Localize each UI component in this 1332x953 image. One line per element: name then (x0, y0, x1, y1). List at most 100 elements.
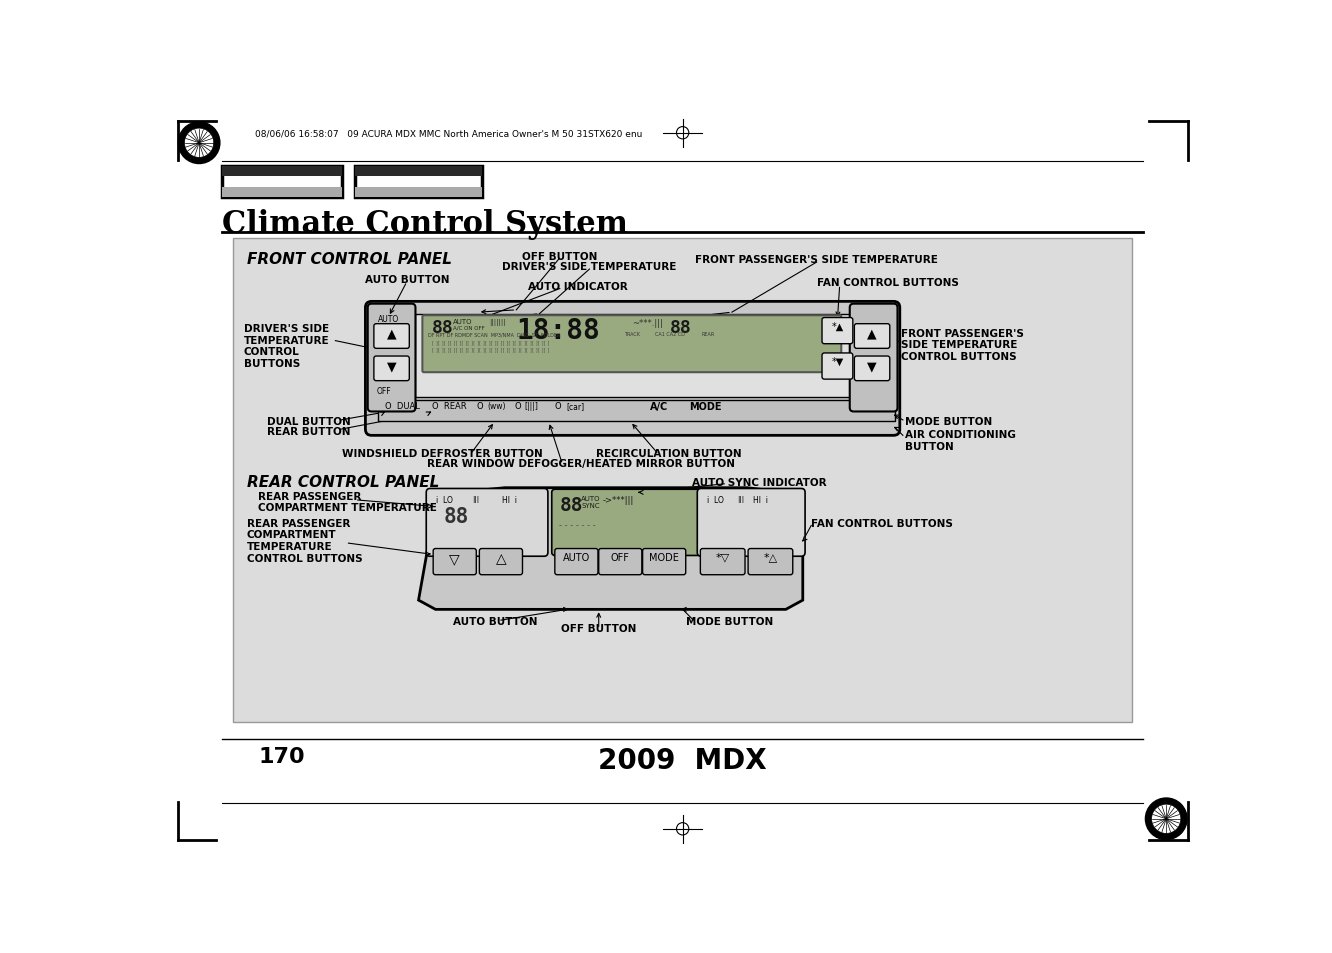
Text: O: O (555, 402, 562, 411)
Text: A/C ON OFF: A/C ON OFF (453, 325, 485, 330)
Text: SYNC: SYNC (581, 503, 599, 509)
Circle shape (1152, 804, 1181, 834)
Text: MODE BUTTON: MODE BUTTON (906, 416, 992, 427)
Text: O  REAR: O REAR (432, 402, 466, 411)
Text: [ ][ ][ ][ ][ ][ ][ ][ ][ ][ ][ ][ ][ ][ ][ ][ ][ ][ ][ ][ ]: [ ][ ][ ][ ][ ][ ][ ][ ][ ][ ][ ][ ][ ][… (432, 348, 549, 353)
FancyBboxPatch shape (354, 167, 482, 176)
FancyBboxPatch shape (222, 167, 341, 176)
Text: DF RPT DF RDMDF SCAN  MP3/NMA  DISC  ST  FOLDER: DF RPT DF RDMDF SCAN MP3/NMA DISC ST FOL… (428, 332, 561, 337)
Text: *▽: *▽ (715, 552, 730, 562)
FancyBboxPatch shape (378, 400, 895, 422)
FancyBboxPatch shape (854, 356, 890, 381)
Text: REAR WINDOW DEFOGGER/HEATED MIRROR BUTTON: REAR WINDOW DEFOGGER/HEATED MIRROR BUTTO… (428, 458, 735, 468)
FancyBboxPatch shape (365, 302, 900, 436)
Text: *△: *△ (763, 552, 778, 562)
Text: REAR PASSENGER
COMPARTMENT TEMPERATURE: REAR PASSENGER COMPARTMENT TEMPERATURE (258, 491, 437, 513)
Text: FAN CONTROL BUTTONS: FAN CONTROL BUTTONS (817, 278, 959, 288)
Text: DRIVER'S SIDE TEMPERATURE: DRIVER'S SIDE TEMPERATURE (502, 262, 677, 272)
Text: MODE: MODE (649, 552, 679, 562)
Text: HI  i: HI i (754, 496, 769, 505)
Text: - - - - - - -: - - - - - - - (558, 520, 595, 530)
Text: OFF BUTTON: OFF BUTTON (522, 252, 597, 261)
Text: AUTO: AUTO (562, 552, 590, 562)
FancyBboxPatch shape (642, 549, 686, 575)
Text: CA1 CA2 CD: CA1 CA2 CD (655, 332, 685, 337)
Text: OFF BUTTON: OFF BUTTON (561, 623, 637, 634)
Text: DRIVER'S SIDE
TEMPERATURE
CONTROL
BUTTONS: DRIVER'S SIDE TEMPERATURE CONTROL BUTTON… (244, 324, 329, 368)
Text: O  DUAL: O DUAL (385, 402, 421, 411)
Text: AUTO: AUTO (453, 319, 473, 325)
Text: ~***.|||: ~***.||| (631, 319, 663, 328)
FancyBboxPatch shape (422, 315, 842, 373)
Text: |||: ||| (472, 496, 478, 503)
FancyBboxPatch shape (374, 324, 409, 349)
Text: FRONT PASSENGER'S
SIDE TEMPERATURE
CONTROL BUTTONS: FRONT PASSENGER'S SIDE TEMPERATURE CONTR… (902, 328, 1024, 361)
Text: FRONT CONTROL PANEL: FRONT CONTROL PANEL (246, 252, 452, 266)
Circle shape (184, 129, 213, 158)
Text: 88: 88 (559, 496, 583, 515)
Text: [car]: [car] (566, 402, 585, 411)
Text: AUTO INDICATOR: AUTO INDICATOR (527, 281, 627, 292)
FancyBboxPatch shape (222, 167, 341, 197)
Text: O: O (477, 402, 484, 411)
Text: FAN CONTROL BUTTONS: FAN CONTROL BUTTONS (811, 518, 954, 528)
Text: AUTO: AUTO (378, 314, 400, 323)
Text: i  LO: i LO (707, 496, 725, 505)
FancyBboxPatch shape (749, 549, 793, 575)
FancyBboxPatch shape (555, 549, 598, 575)
FancyBboxPatch shape (598, 549, 642, 575)
Text: TRACK: TRACK (625, 332, 641, 337)
Text: (ww): (ww) (488, 402, 506, 411)
Text: OFF: OFF (376, 387, 390, 395)
Text: RECIRCULATION BUTTON: RECIRCULATION BUTTON (595, 449, 742, 459)
FancyBboxPatch shape (850, 304, 898, 412)
FancyBboxPatch shape (233, 239, 1132, 722)
Text: 2009  MDX: 2009 MDX (598, 746, 767, 775)
Text: 88: 88 (670, 319, 693, 337)
Text: ->***|||: ->***||| (602, 496, 634, 505)
FancyBboxPatch shape (822, 354, 852, 379)
Text: AUTO: AUTO (581, 496, 601, 502)
Text: AUTO SYNC INDICATOR: AUTO SYNC INDICATOR (691, 477, 827, 487)
FancyBboxPatch shape (374, 356, 409, 381)
Text: WINDSHIELD DEFROSTER BUTTON: WINDSHIELD DEFROSTER BUTTON (342, 449, 542, 459)
FancyBboxPatch shape (433, 549, 477, 575)
Text: MODE BUTTON: MODE BUTTON (686, 616, 773, 626)
Text: 08/06/06 16:58:07   09 ACURA MDX MMC North America Owner's M 50 31STX620 enu: 08/06/06 16:58:07 09 ACURA MDX MMC North… (254, 130, 642, 139)
Text: |||: ||| (738, 496, 745, 503)
Text: ▽: ▽ (449, 552, 460, 566)
FancyBboxPatch shape (854, 324, 890, 349)
FancyBboxPatch shape (414, 314, 851, 397)
Polygon shape (418, 488, 803, 610)
Text: ▲: ▲ (386, 328, 397, 340)
FancyBboxPatch shape (368, 304, 416, 412)
Text: 88: 88 (444, 507, 469, 527)
Text: *▼: *▼ (831, 356, 843, 367)
FancyBboxPatch shape (426, 489, 547, 557)
Text: 88: 88 (432, 319, 453, 337)
Text: A/C: A/C (650, 402, 669, 412)
Text: MODE: MODE (690, 402, 722, 412)
Text: ▼: ▼ (386, 359, 397, 373)
Circle shape (1146, 799, 1187, 840)
Text: Climate Control System: Climate Control System (222, 209, 629, 240)
FancyBboxPatch shape (354, 167, 482, 197)
Text: [ ][ ][ ][ ][ ][ ][ ][ ][ ][ ][ ][ ][ ][ ][ ][ ][ ][ ][ ][ ]: [ ][ ][ ][ ][ ][ ][ ][ ][ ][ ][ ][ ][ ][… (432, 339, 549, 345)
Text: *▲: *▲ (831, 321, 843, 332)
Text: i  LO: i LO (437, 496, 453, 505)
FancyBboxPatch shape (697, 489, 805, 557)
Text: AUTO BUTTON: AUTO BUTTON (365, 274, 449, 284)
Text: HI  i: HI i (502, 496, 517, 505)
FancyBboxPatch shape (551, 490, 701, 556)
Text: |||||||: ||||||| (489, 319, 506, 326)
Text: REAR PASSENGER
COMPARTMENT
TEMPERATURE
CONTROL BUTTONS: REAR PASSENGER COMPARTMENT TEMPERATURE C… (246, 518, 362, 563)
FancyBboxPatch shape (480, 549, 522, 575)
Text: FRONT PASSENGER'S SIDE TEMPERATURE: FRONT PASSENGER'S SIDE TEMPERATURE (695, 255, 938, 265)
Text: AIR CONDITIONING
BUTTON: AIR CONDITIONING BUTTON (906, 430, 1016, 452)
Text: ▲: ▲ (867, 328, 876, 340)
FancyBboxPatch shape (822, 318, 852, 344)
FancyBboxPatch shape (222, 188, 341, 197)
Text: OFF: OFF (611, 552, 630, 562)
Circle shape (178, 123, 220, 164)
Text: REAR: REAR (701, 332, 714, 337)
